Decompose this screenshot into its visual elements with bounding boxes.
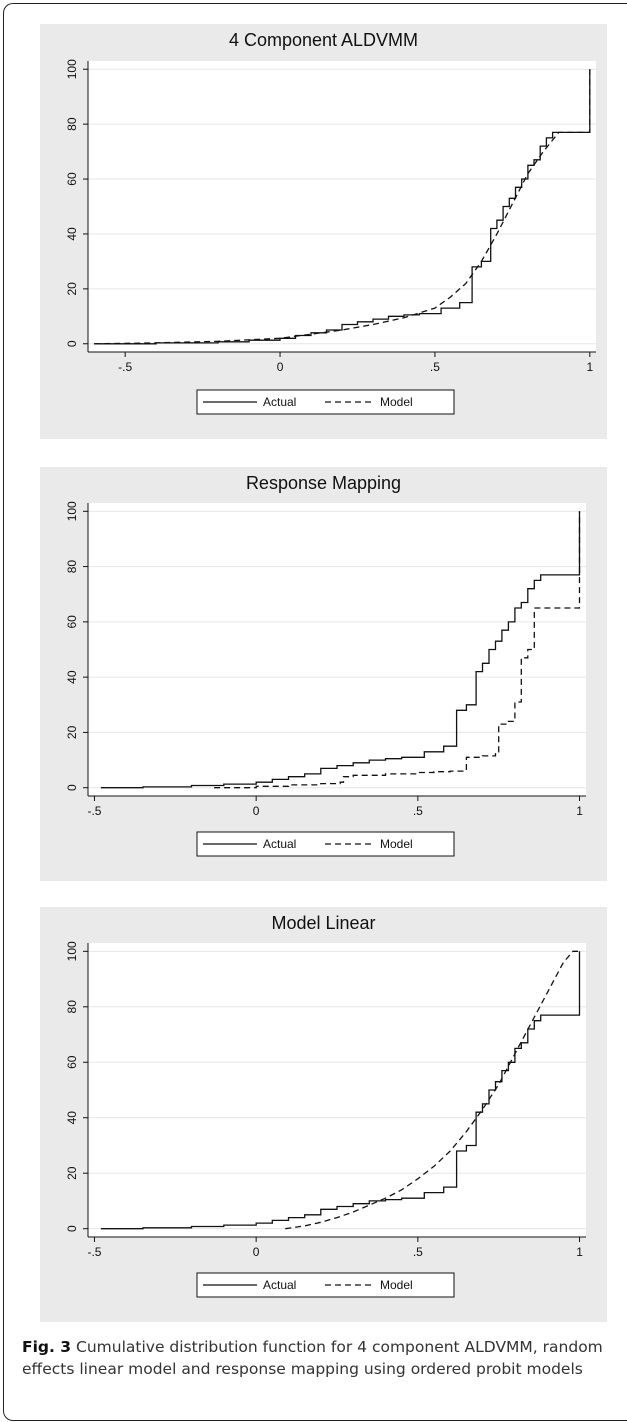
x-tick-label: -.5 (87, 1245, 101, 1259)
x-tick-label: 0 (277, 360, 284, 374)
chart-title: Model Linear (271, 913, 375, 933)
chart-svg: Response Mapping 0 20 40 60 80 100 -.5 0 .5 1 Actua… (65, 473, 586, 857)
x-tick-label: 0 (253, 804, 260, 818)
y-tick-label: 20 (65, 725, 79, 739)
y-tick-label: 80 (65, 117, 79, 131)
plot-area (88, 61, 596, 352)
caption-label: Fig. 3 (22, 1338, 72, 1356)
caption-text: Cumulative distribution function for 4 c… (22, 1338, 603, 1378)
y-tick-label: 100 (65, 59, 79, 79)
x-tick-label: -.5 (87, 804, 101, 818)
series-line-model (285, 950, 580, 1230)
figure-caption: Fig. 3 Cumulative distribution function … (22, 1336, 617, 1380)
legend-label-model: Model (380, 1278, 413, 1292)
y-tick-label: 100 (65, 501, 79, 521)
figure-frame (3, 3, 627, 1421)
y-tick-label: 60 (65, 172, 79, 186)
legend-label-actual: Actual (263, 837, 296, 851)
x-tick-label: 1 (586, 360, 593, 374)
plot-area (88, 943, 586, 1237)
x-tick-label: 0 (253, 1245, 260, 1259)
legend-label-actual: Actual (263, 395, 296, 409)
series-line-model (94, 69, 591, 345)
x-tick-label: .5 (413, 804, 423, 818)
y-tick-label: 60 (65, 615, 79, 629)
chart-title: 4 Component ALDVMM (229, 30, 418, 50)
chart-panel-response-mapping: Response Mapping 0 20 40 60 80 100 -.5 0 .5 1 Actua… (40, 467, 607, 881)
y-tick-label: 80 (65, 1000, 79, 1014)
chart-title: Response Mapping (246, 473, 401, 493)
y-tick-label: 20 (65, 1166, 79, 1180)
series-line-actual (100, 951, 581, 1230)
chart-panel-model-linear: Model Linear 0 20 40 60 80 100 -.5 0 .5 1 Actual Mod… (40, 907, 607, 1322)
chart-panel-aldvmm: 4 Component ALDVMM 0 20 40 60 80 100 -.5 0 .5 1 Act… (40, 24, 607, 439)
y-tick-label: 0 (65, 340, 79, 347)
y-tick-label: 60 (65, 1055, 79, 1069)
legend-label-model: Model (380, 837, 413, 851)
plot-area (88, 503, 586, 796)
y-tick-label: 0 (65, 784, 79, 791)
x-tick-label: -.5 (118, 360, 132, 374)
y-tick-label: 20 (65, 282, 79, 296)
chart-svg: 4 Component ALDVMM 0 20 40 60 80 100 -.5 0 .5 1 Act… (65, 30, 596, 415)
x-tick-label: 1 (576, 1245, 583, 1259)
series-line-actual (100, 511, 581, 789)
legend-label-model: Model (380, 395, 413, 409)
y-tick-label: 40 (65, 670, 79, 684)
y-tick-label: 0 (65, 1225, 79, 1232)
x-tick-label: .5 (430, 360, 440, 374)
chart-svg: Model Linear 0 20 40 60 80 100 -.5 0 .5 1 Actual Mod… (65, 913, 586, 1298)
x-tick-label: .5 (413, 1245, 423, 1259)
y-tick-label: 40 (65, 1111, 79, 1125)
x-tick-label: 1 (576, 804, 583, 818)
y-tick-label: 100 (65, 941, 79, 961)
legend-label-actual: Actual (263, 1278, 296, 1292)
y-tick-label: 40 (65, 227, 79, 241)
series-line-model (214, 511, 581, 789)
y-tick-label: 80 (65, 560, 79, 574)
